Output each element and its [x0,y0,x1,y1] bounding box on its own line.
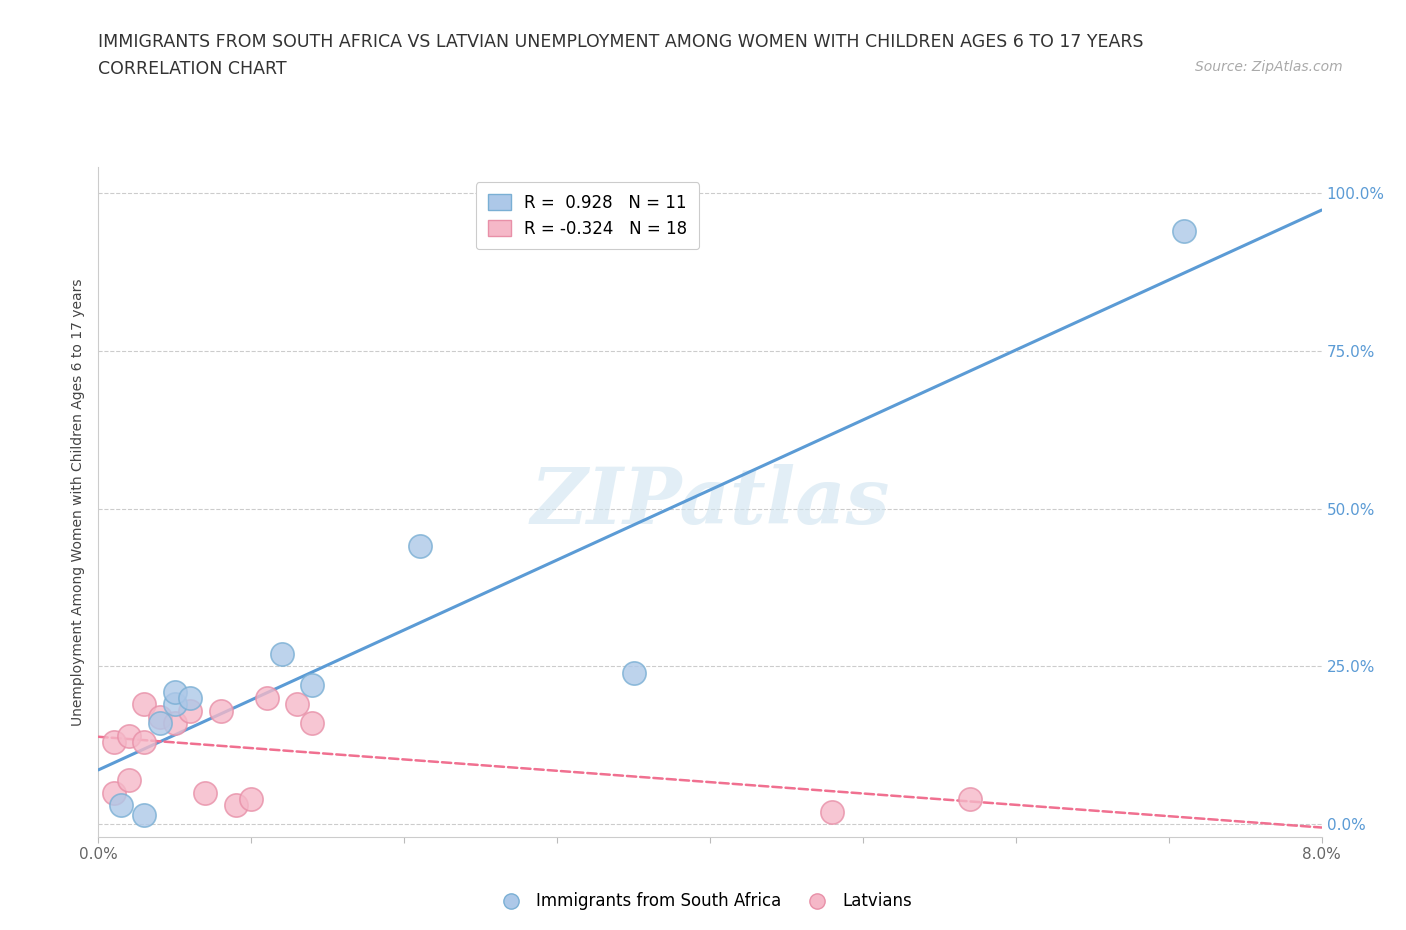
Point [163,716,186,731]
Text: IMMIGRANTS FROM SOUTH AFRICA VS LATVIAN UNEMPLOYMENT AMONG WOMEN WITH CHILDREN A: IMMIGRANTS FROM SOUTH AFRICA VS LATVIAN … [98,33,1144,50]
Point [209,703,232,718]
Y-axis label: Unemployment Among Women with Children Ages 6 to 17 years: Unemployment Among Women with Children A… [72,278,86,726]
Point [134,735,156,750]
Point [301,678,323,693]
Point [163,684,186,699]
Point [959,791,981,806]
Point [821,804,844,819]
Point [134,807,156,822]
Point [103,735,125,750]
Point [179,703,201,718]
Point [118,773,141,788]
Point [194,785,217,800]
Point [285,697,308,711]
Point [240,791,263,806]
Point [225,798,247,813]
Text: ZIPatlas: ZIPatlas [530,464,890,540]
Text: CORRELATION CHART: CORRELATION CHART [98,60,287,78]
Point [118,728,141,743]
Point [103,785,125,800]
Point [149,716,172,731]
Point [134,697,156,711]
Point [301,716,323,731]
Point [270,646,294,661]
Text: Source: ZipAtlas.com: Source: ZipAtlas.com [1195,60,1343,74]
Point [623,665,645,680]
Point [179,691,201,706]
Point [1173,223,1195,238]
Point [408,539,430,554]
Point [256,691,278,706]
Point [163,697,186,711]
Legend: Immigrants from South Africa, Latvians: Immigrants from South Africa, Latvians [486,885,920,917]
Point [149,710,172,724]
Legend: R =  0.928   N = 11, R = -0.324   N = 18: R = 0.928 N = 11, R = -0.324 N = 18 [477,182,699,249]
Point [110,798,132,813]
